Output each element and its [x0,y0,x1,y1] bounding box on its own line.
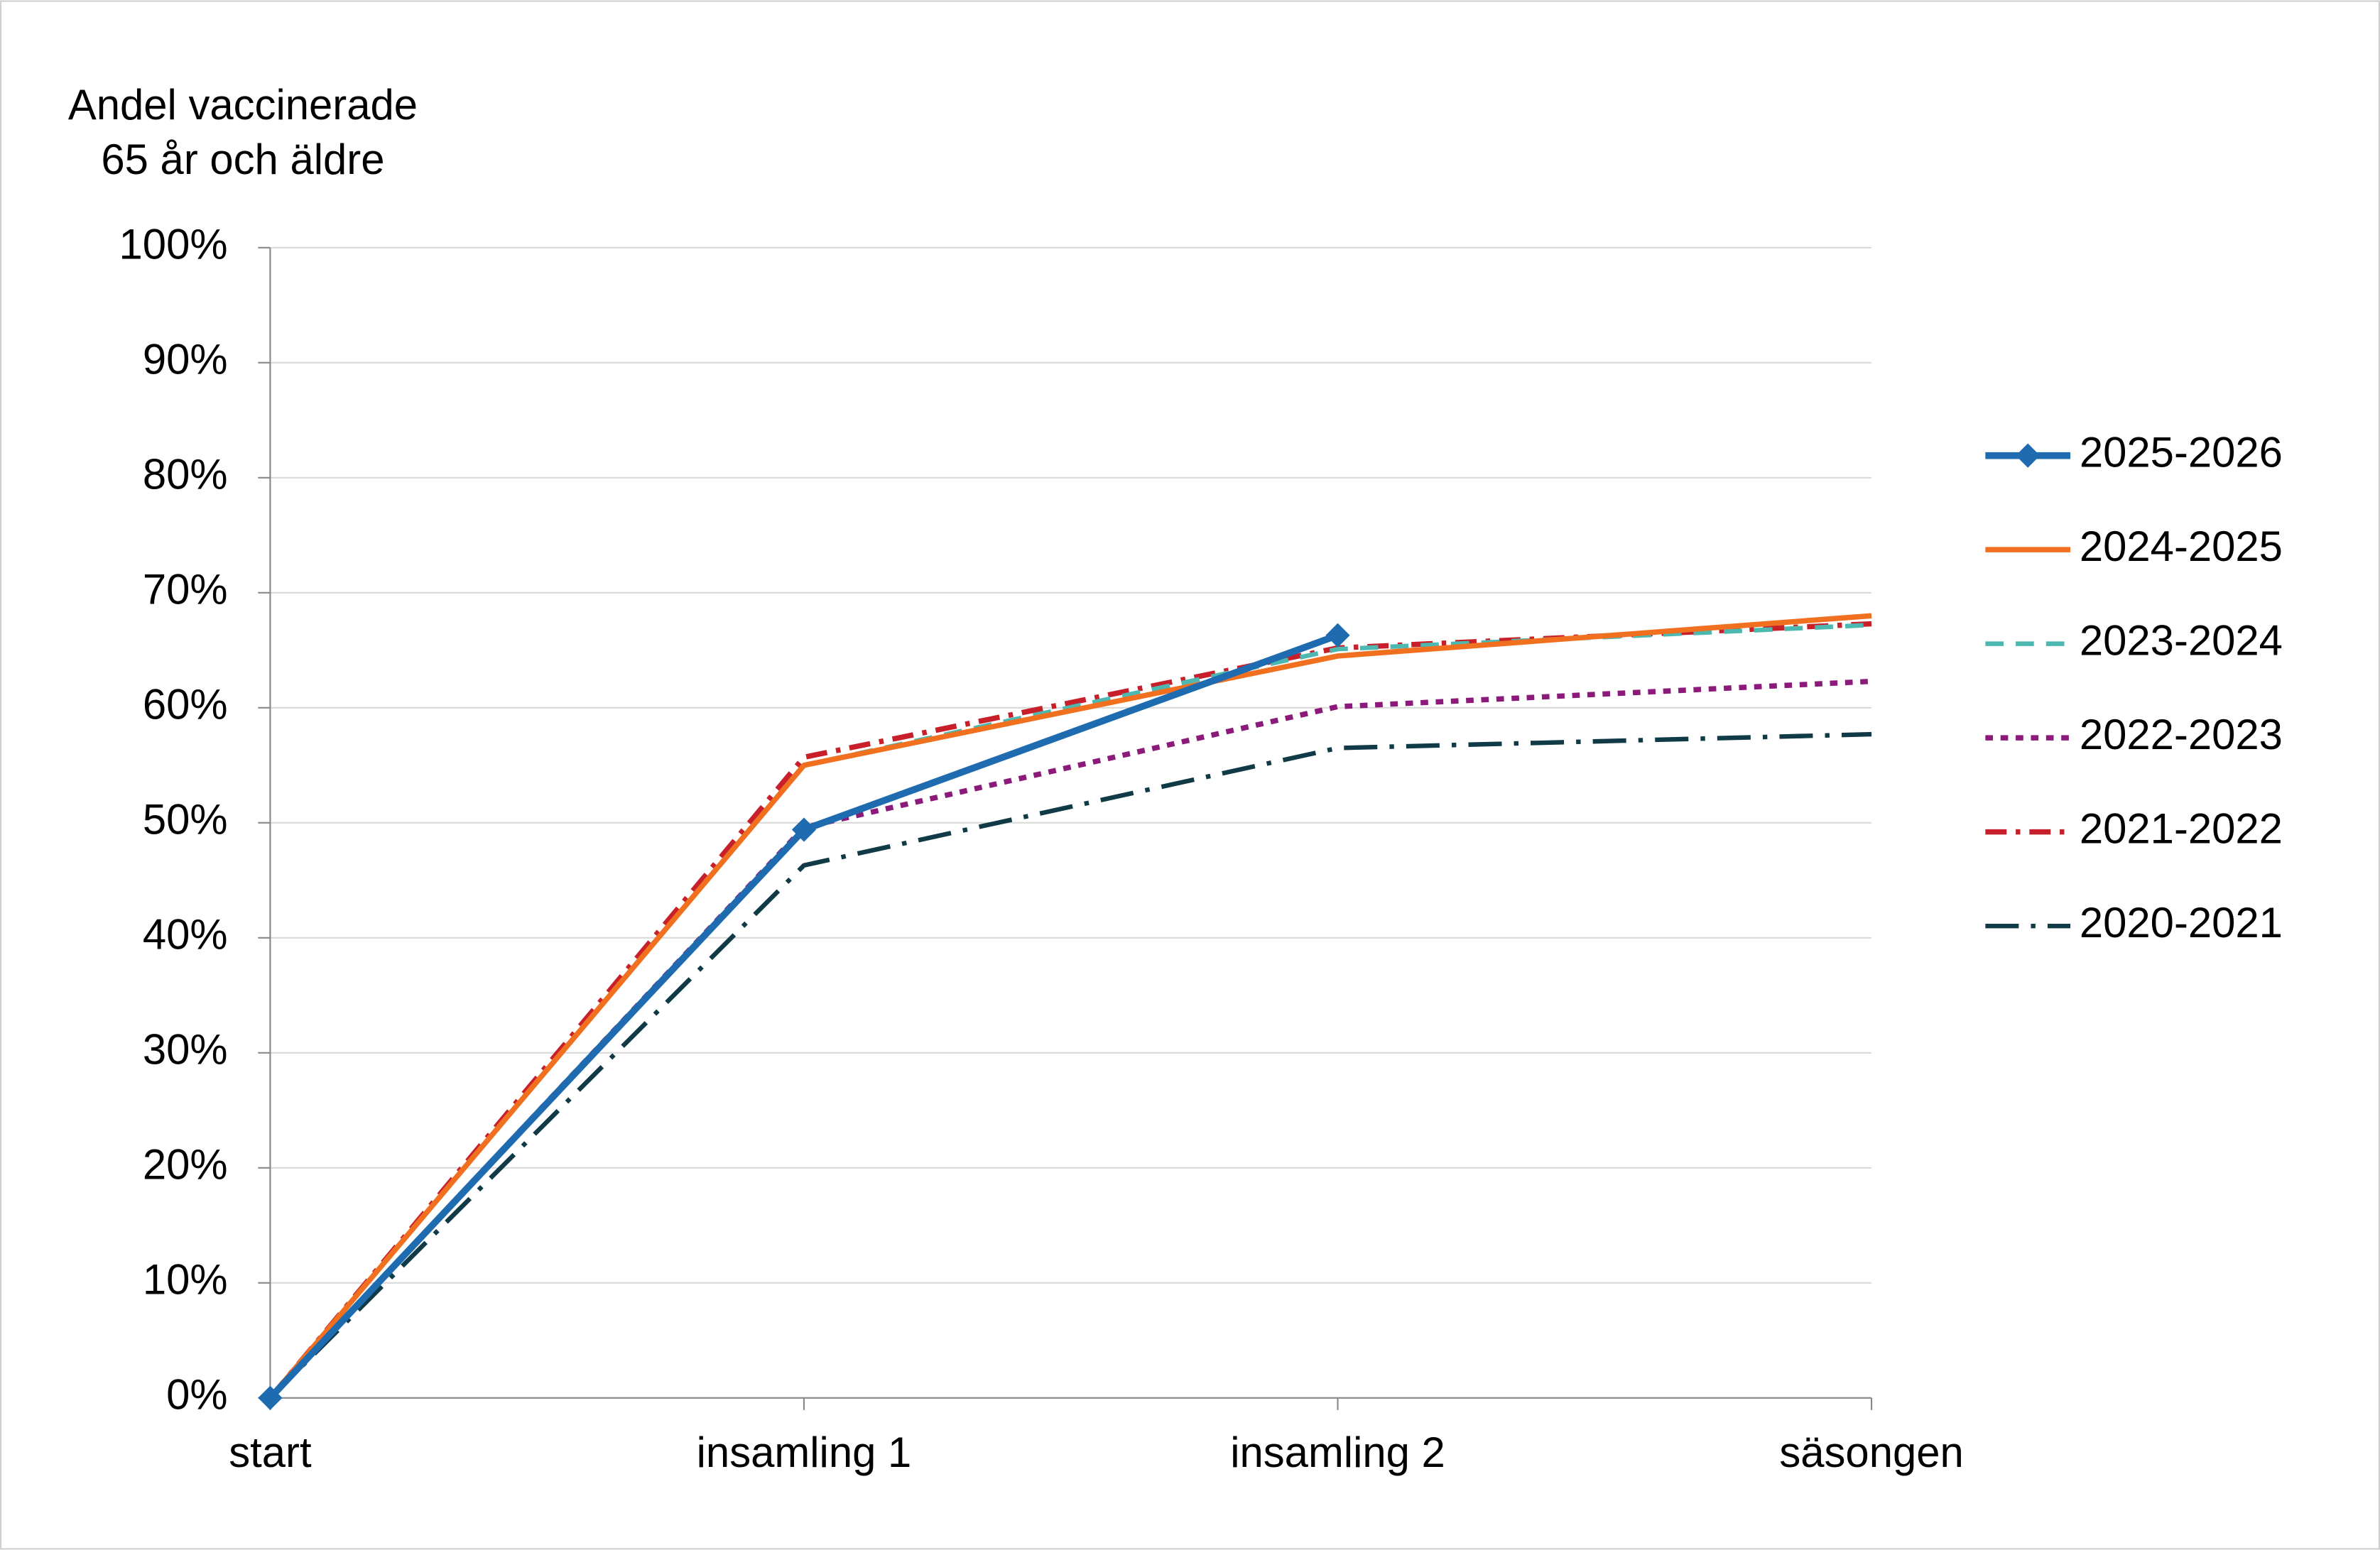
y-tick-label: 50% [143,796,228,844]
y-tick-label: 100% [119,221,228,268]
y-tick-label: 70% [143,566,228,613]
series-marker [1325,623,1350,648]
x-tick-label: insamling 2 [1230,1429,1445,1476]
legend-label: 2025-2026 [2080,428,2283,476]
y-tick-label: 80% [143,451,228,498]
x-tick-label: start [229,1429,312,1476]
y-tick-label: 10% [143,1256,228,1304]
legend-label: 2023-2024 [2080,616,2283,664]
legend-label: 2024-2025 [2080,523,2283,570]
x-tick-label: insamling 1 [697,1429,912,1476]
series-line [268,613,1872,1400]
y-tick-label: 30% [143,1026,228,1074]
y-axis-title: Andel vaccinerade [68,81,418,129]
legend-label: 2022-2023 [2080,711,2283,758]
series-marker [791,817,817,842]
y-tick-label: 20% [143,1141,228,1189]
series-line [268,678,1872,1400]
y-tick-label: 90% [143,336,228,383]
y-axis-title: 65 år och äldre [101,136,384,183]
legend-label: 2020-2021 [2080,899,2283,946]
legend-label: 2021-2022 [2080,804,2283,852]
y-tick-label: 40% [143,911,228,959]
series-line [268,731,1872,1400]
x-tick-label: säsongen [1779,1429,1963,1476]
y-tick-label: 0% [166,1371,227,1419]
y-tick-label: 60% [143,681,228,728]
